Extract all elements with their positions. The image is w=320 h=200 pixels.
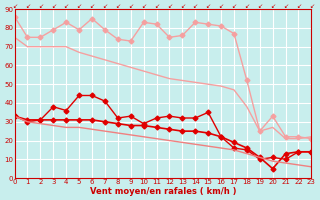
X-axis label: Vent moyen/en rafales ( km/h ): Vent moyen/en rafales ( km/h ) xyxy=(90,187,236,196)
